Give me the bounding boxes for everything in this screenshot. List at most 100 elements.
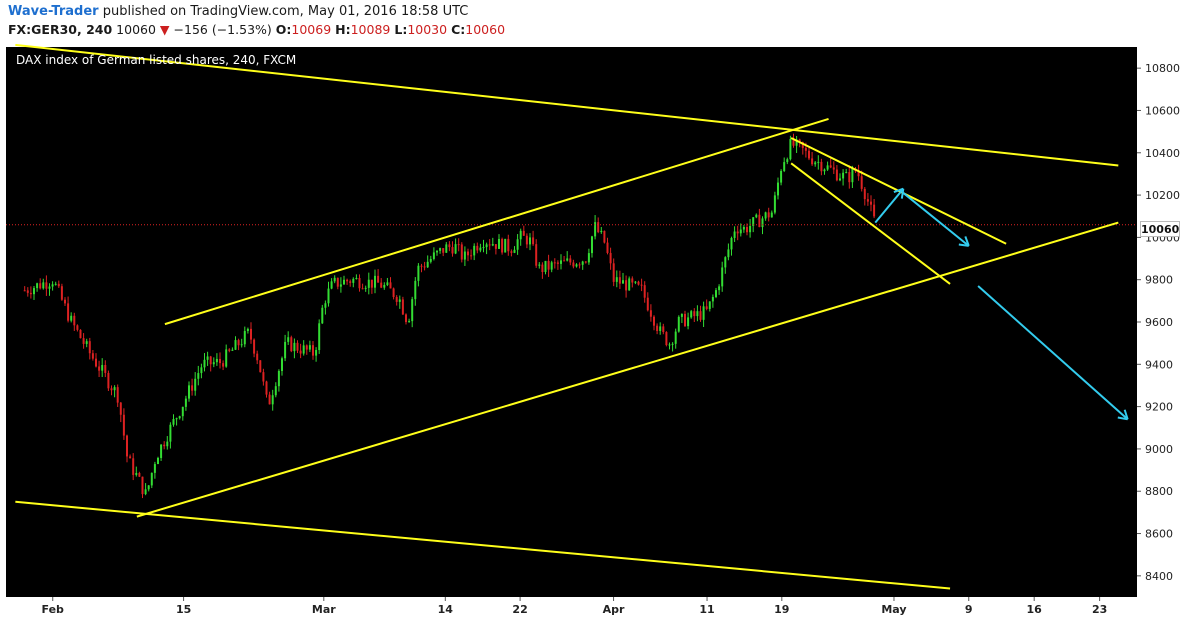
x-tick-label: 22 [512, 603, 527, 616]
candle-down [618, 277, 621, 284]
x-tick-label: 9 [965, 603, 973, 616]
arrow-head [1123, 409, 1129, 420]
candle-down [349, 281, 352, 283]
candle-down [556, 262, 559, 264]
chart-canvas[interactable]: 1080010600104001020010000980096009400920… [0, 44, 1184, 623]
y-tick-label: 10200 [1145, 189, 1180, 202]
candle-up [355, 277, 358, 279]
candle-down [857, 171, 860, 177]
resistance-line [15, 44, 1119, 167]
x-tick-label: Feb [42, 603, 65, 616]
candle-up [479, 247, 482, 251]
candle-up [429, 258, 432, 262]
candle-up [463, 251, 466, 260]
candle-up [718, 286, 721, 291]
candle-down [39, 283, 42, 289]
candle-down [522, 230, 525, 236]
candle-down [60, 286, 63, 300]
candle-up [516, 239, 519, 250]
candle-down [866, 199, 869, 202]
wedge-lower [790, 162, 951, 285]
candle-down [578, 264, 581, 266]
candle-down [138, 473, 141, 477]
x-axis[interactable]: Feb 15 Mar 14 22 Apr 11 19 May 9 16 23 [42, 597, 1108, 616]
y-tick-label: 10800 [1145, 62, 1180, 75]
arrow-head [964, 236, 970, 247]
candle-down [256, 353, 259, 361]
arrow-up-icon [874, 187, 905, 224]
y-tick-label: 9600 [1145, 316, 1173, 329]
candle-down [693, 311, 696, 317]
candle-up [780, 171, 783, 183]
candle-up [634, 281, 637, 283]
low-value: 10030 [407, 22, 448, 37]
author-link[interactable]: Wave-Trader [8, 4, 99, 19]
candle-down [290, 337, 293, 352]
candle-down [662, 326, 665, 333]
candle-up [544, 260, 547, 273]
candle-up [439, 248, 442, 251]
x-tick-label: 14 [438, 603, 454, 616]
candle-down [541, 264, 544, 273]
candle-up [845, 172, 848, 174]
candle-down [116, 387, 119, 403]
candle-down [370, 279, 373, 288]
candle-up [575, 264, 578, 267]
candle-up [113, 387, 116, 391]
candle-down [253, 339, 256, 354]
candle-down [652, 316, 655, 326]
candle-up [473, 245, 476, 256]
candle-up [594, 222, 597, 237]
plot-area[interactable] [6, 47, 1137, 597]
candle-up [181, 406, 184, 417]
candle-up [85, 341, 88, 344]
candle-up [711, 296, 714, 302]
candle-down [835, 169, 838, 181]
candle-up [153, 464, 156, 473]
y-tick-label: 10400 [1145, 147, 1180, 160]
candle-up [674, 331, 677, 344]
candle-down [507, 238, 510, 252]
y-axis[interactable]: 1080010600104001020010000980096009400920… [1137, 62, 1180, 583]
arrows-layer [874, 187, 1129, 421]
symbol-label[interactable]: FX:GER30, 240 [8, 22, 113, 37]
candle-up [550, 262, 553, 270]
candle-up [321, 307, 324, 324]
y-tick-label: 9200 [1145, 401, 1173, 414]
published-text: published on TradingView.com, May 01, 20… [102, 4, 469, 19]
candle-up [308, 345, 311, 350]
candle-up [770, 212, 773, 218]
candle-up [212, 362, 215, 365]
candle-up [659, 326, 662, 331]
candle-up [373, 275, 376, 288]
candle-up [302, 345, 305, 354]
candle-up [749, 225, 752, 233]
candle-down [860, 176, 863, 189]
candle-down [361, 288, 364, 290]
candle-down [222, 363, 225, 367]
candle-down [129, 456, 132, 459]
candle-up [485, 244, 488, 248]
candle-up [795, 139, 798, 146]
candle-up [54, 283, 57, 285]
candle-up [414, 280, 417, 300]
candle-up [491, 244, 494, 246]
support-line [15, 500, 951, 590]
candle-up [383, 284, 386, 288]
candle-down [395, 297, 398, 302]
candle-down [451, 247, 454, 254]
candle-down [122, 414, 125, 436]
candle-down [646, 297, 649, 311]
candle-down [466, 251, 469, 256]
candle-down [798, 139, 801, 143]
y-tick-label: 9400 [1145, 358, 1173, 371]
candle-down [637, 281, 640, 285]
candle-up [690, 311, 693, 318]
low-label: L: [394, 22, 408, 37]
candle-up [101, 365, 104, 371]
candle-down [91, 353, 94, 359]
candle-up [32, 288, 35, 295]
candle-up [284, 341, 287, 359]
candle-down [801, 142, 804, 149]
candle-up [135, 473, 138, 475]
